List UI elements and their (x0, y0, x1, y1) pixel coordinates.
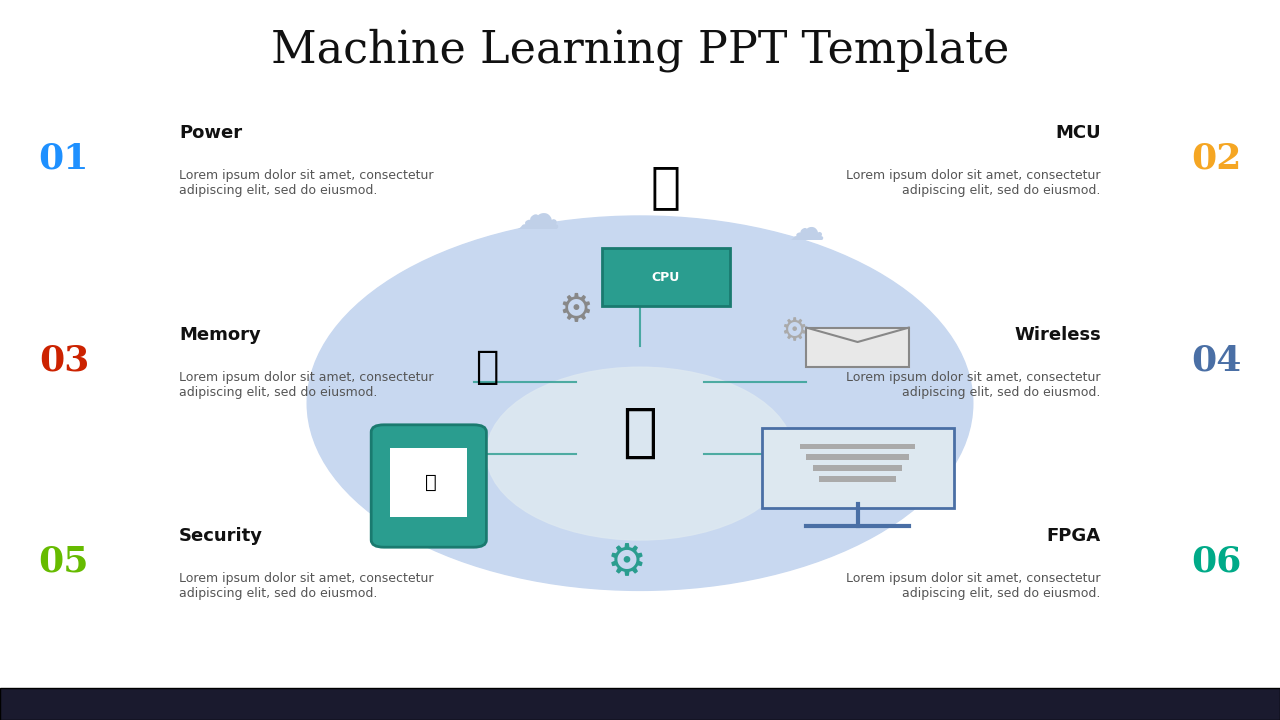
Text: 03: 03 (38, 343, 90, 377)
Text: Lorem ipsum dolor sit amet, consectetur
adipiscing elit, sed do eiusmod.: Lorem ipsum dolor sit amet, consectetur … (179, 371, 434, 399)
Text: 05: 05 (38, 544, 90, 579)
FancyBboxPatch shape (371, 425, 486, 547)
FancyBboxPatch shape (806, 454, 909, 460)
Text: ⚙: ⚙ (780, 317, 808, 346)
Text: 🔒: 🔒 (425, 473, 438, 492)
Text: Lorem ipsum dolor sit amet, consectetur
adipiscing elit, sed do eiusmod.: Lorem ipsum dolor sit amet, consectetur … (846, 169, 1101, 197)
Text: Lorem ipsum dolor sit amet, consectetur
adipiscing elit, sed do eiusmod.: Lorem ipsum dolor sit amet, consectetur … (846, 371, 1101, 399)
Text: Lorem ipsum dolor sit amet, consectetur
adipiscing elit, sed do eiusmod.: Lorem ipsum dolor sit amet, consectetur … (179, 572, 434, 600)
Text: Lorem ipsum dolor sit amet, consectetur
adipiscing elit, sed do eiusmod.: Lorem ipsum dolor sit amet, consectetur … (179, 169, 434, 197)
Text: Wireless: Wireless (1014, 325, 1101, 344)
Text: ⚙: ⚙ (607, 540, 648, 583)
Text: 🌐: 🌐 (650, 163, 681, 211)
Text: MCU: MCU (1055, 124, 1101, 143)
Text: CPU: CPU (652, 271, 680, 284)
Circle shape (307, 216, 973, 590)
FancyBboxPatch shape (800, 444, 915, 449)
Text: 06: 06 (1190, 544, 1242, 579)
FancyBboxPatch shape (806, 328, 909, 367)
Circle shape (486, 367, 794, 540)
FancyBboxPatch shape (0, 688, 1280, 720)
Text: ☁: ☁ (516, 194, 559, 238)
Text: Lorem ipsum dolor sit amet, consectetur
adipiscing elit, sed do eiusmod.: Lorem ipsum dolor sit amet, consectetur … (846, 572, 1101, 600)
Text: 04: 04 (1190, 343, 1242, 377)
Text: 01: 01 (38, 141, 90, 176)
Text: 🧠: 🧠 (622, 403, 658, 461)
FancyBboxPatch shape (390, 448, 467, 517)
Text: ⚙: ⚙ (558, 291, 594, 328)
Text: FPGA: FPGA (1047, 527, 1101, 546)
Text: Security: Security (179, 527, 264, 546)
Text: Memory: Memory (179, 325, 261, 344)
Text: Power: Power (179, 124, 242, 143)
FancyBboxPatch shape (762, 428, 954, 508)
FancyBboxPatch shape (813, 465, 902, 471)
FancyBboxPatch shape (602, 248, 730, 306)
Text: ☁: ☁ (788, 213, 824, 248)
Text: 💬: 💬 (475, 348, 498, 386)
Text: Machine Learning PPT Template: Machine Learning PPT Template (271, 29, 1009, 72)
Text: 02: 02 (1190, 141, 1242, 176)
FancyBboxPatch shape (819, 476, 896, 482)
